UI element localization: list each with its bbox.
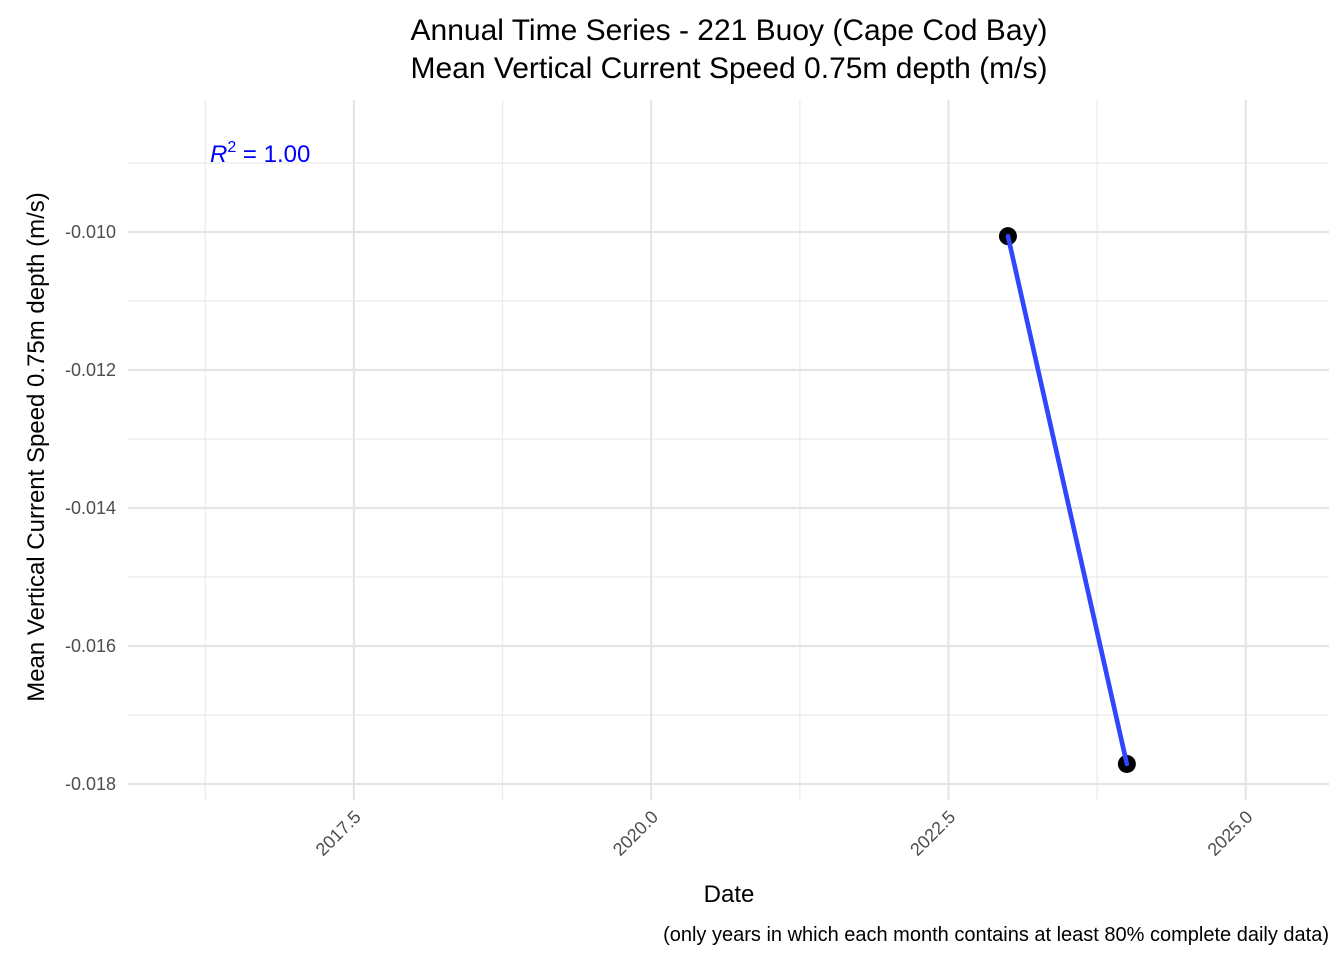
r-squared-annotation: R2 = 1.00	[210, 139, 310, 168]
y-tick-label: -0.018	[65, 774, 116, 794]
x-tick-label: 2025.0	[1204, 807, 1257, 860]
chart-title-line1: Annual Time Series - 221 Buoy (Cape Cod …	[411, 14, 1048, 47]
x-tick-label: 2022.5	[906, 807, 959, 860]
grid-minor	[128, 100, 1329, 800]
r-squared-symbol: R	[210, 141, 227, 168]
chart-caption: (only years in which each month contains…	[663, 924, 1329, 946]
y-tick-label: -0.010	[65, 222, 116, 242]
series-layer	[998, 227, 1136, 773]
trend-line-overlay	[1005, 233, 1130, 767]
chart-title-line2: Mean Vertical Current Speed 0.75m depth …	[411, 52, 1048, 85]
y-axis-title: Mean Vertical Current Speed 0.75m depth …	[23, 192, 50, 702]
y-tick-label: -0.012	[65, 360, 116, 380]
x-tick-label: 2017.5	[312, 807, 365, 860]
r-squared-superscript: 2	[227, 139, 236, 156]
grid-major	[128, 100, 1329, 800]
y-tick-label: -0.016	[65, 636, 116, 656]
x-tick-label: 2020.0	[609, 807, 662, 860]
x-axis-title: Date	[704, 881, 755, 908]
r-squared-value: = 1.00	[236, 141, 310, 168]
y-tick-label: -0.014	[65, 498, 116, 518]
